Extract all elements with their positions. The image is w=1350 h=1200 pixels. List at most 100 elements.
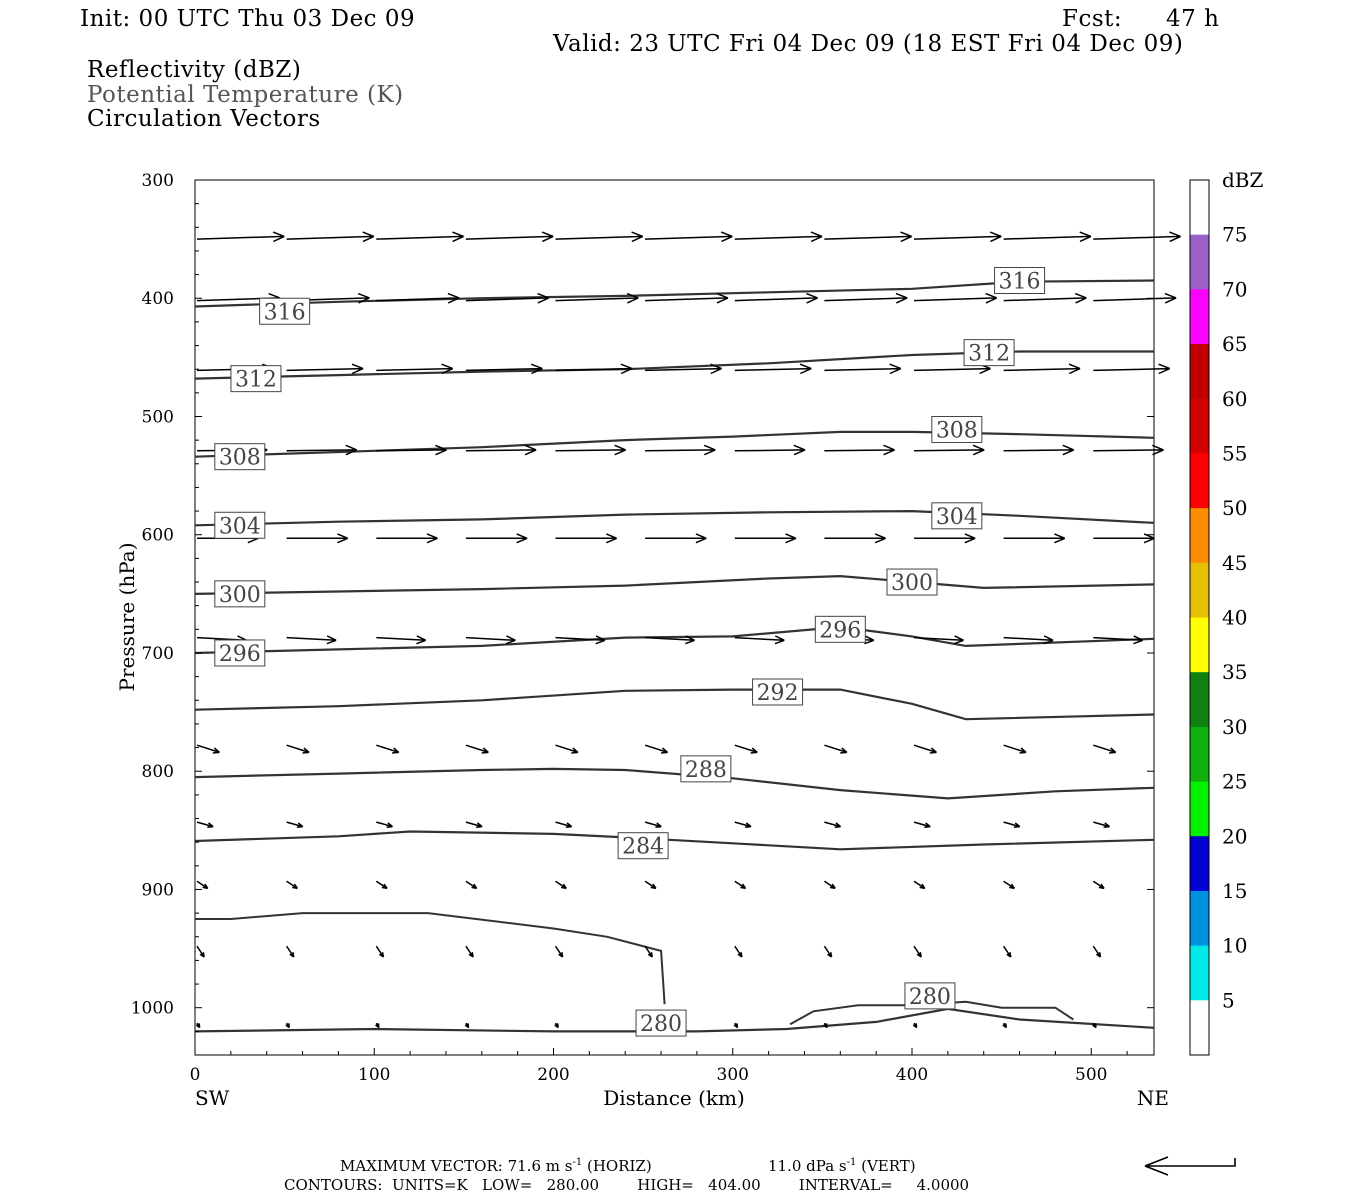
vector-arrow xyxy=(196,821,214,829)
vector-arrow xyxy=(824,744,848,754)
colorbar-band xyxy=(1190,234,1209,290)
vector-arrow xyxy=(914,533,976,544)
forecast-hour: 47 h xyxy=(1166,6,1219,32)
colorbar-label: 45 xyxy=(1222,551,1247,575)
contour-label-text: 288 xyxy=(685,758,727,783)
vector-arrow xyxy=(645,231,733,243)
vector-arrow xyxy=(555,635,606,645)
vector-arrow xyxy=(555,292,639,304)
vector-arrow xyxy=(645,533,707,544)
colorbar-band xyxy=(1190,781,1209,837)
vector-arrow xyxy=(1003,231,1092,243)
vector-arrow xyxy=(554,945,564,958)
colorbar-band xyxy=(1190,344,1209,400)
vector-arrow xyxy=(555,444,626,456)
contour-label-288: 288 xyxy=(680,755,732,783)
colorbar-label: 40 xyxy=(1222,606,1247,630)
vector-arrow xyxy=(1003,363,1081,375)
colorbar-label: 70 xyxy=(1222,277,1247,301)
vector-arrow xyxy=(286,231,375,243)
vector-arrow xyxy=(734,635,785,645)
vector-arrow xyxy=(1092,880,1105,890)
colorbar-band xyxy=(1190,508,1209,564)
x-tick-label: 400 xyxy=(896,1065,928,1085)
forecast-label: Fcst: xyxy=(1062,6,1122,32)
contour-label-296: 296 xyxy=(814,615,866,643)
contour-lines xyxy=(194,279,1155,1033)
vector-arrow xyxy=(465,880,478,890)
vector-arrow xyxy=(555,533,617,544)
vector-arrow xyxy=(376,231,464,243)
init-time: Init: 00 UTC Thu 03 Dec 09 xyxy=(80,6,415,32)
vector-arrow xyxy=(464,1022,470,1029)
vector-arrow xyxy=(734,945,743,958)
contour-label-text: 280 xyxy=(640,1012,682,1037)
contour-label-text: 308 xyxy=(936,418,978,443)
contour-label-308: 308 xyxy=(931,415,983,443)
vector-arrow xyxy=(1003,744,1027,754)
vector-arrow xyxy=(1093,444,1164,456)
vector-arrow xyxy=(913,945,922,958)
vector-arrow xyxy=(823,880,836,890)
colorbar-label: 20 xyxy=(1222,824,1247,848)
contour-280 xyxy=(194,1007,1155,1033)
footer: MAXIMUM VECTOR: 71.6 m s-1 (HORIZ) 11.0 … xyxy=(284,1156,1236,1194)
vector-arrow xyxy=(734,533,797,544)
vector-arrow xyxy=(1003,292,1087,304)
vector-arrow xyxy=(555,821,573,829)
x-tick-label: 0 xyxy=(190,1065,201,1085)
plot-frame xyxy=(194,179,1155,1056)
vector-arrow xyxy=(555,744,579,754)
colorbar-label: 25 xyxy=(1222,770,1247,794)
colorbar-band xyxy=(1190,1000,1209,1056)
colorbar-band xyxy=(1190,836,1209,892)
vector-arrow xyxy=(734,292,818,304)
sw-label: SW xyxy=(195,1086,230,1110)
vector-arrow xyxy=(1092,945,1102,958)
y-tick-label: 400 xyxy=(142,289,174,309)
vector-arrow xyxy=(734,444,806,456)
vector-arrow xyxy=(196,744,220,754)
colorbar-label: 50 xyxy=(1222,496,1247,520)
contour-label-280: 280 xyxy=(904,982,956,1010)
colorbar-label: 60 xyxy=(1222,387,1247,411)
contour-label-text: 304 xyxy=(219,514,261,539)
contour-296 xyxy=(194,625,1155,655)
vector-arrow xyxy=(1003,635,1054,645)
colorbar-label: 75 xyxy=(1222,223,1247,247)
dbz-colorbar: 75 70 65 60 55 50 45 40 35 30 25 20 15 10 5 xyxy=(1189,179,1247,1056)
vector-arrow xyxy=(465,444,537,456)
vector-arrow xyxy=(376,444,447,456)
x-tick-label: 300 xyxy=(717,1065,749,1085)
y-axis-label: Pressure (hPa) xyxy=(115,543,139,692)
vector-arrow xyxy=(376,744,400,754)
colorbar-frame xyxy=(1189,179,1210,1056)
vector-arrow xyxy=(375,1022,380,1029)
contour-308 xyxy=(194,430,1155,458)
colorbar-label: 65 xyxy=(1222,332,1247,356)
vector-arrow xyxy=(196,945,205,958)
y-tick-label: 900 xyxy=(142,880,174,900)
header: Init: 00 UTC Thu 03 Dec 09 Fcst: 47 h Va… xyxy=(80,6,1219,132)
vector-arrow xyxy=(1093,231,1181,243)
contour-unlabelled xyxy=(195,912,666,1005)
vector-arrow xyxy=(644,945,654,958)
vector-arrow xyxy=(734,744,758,754)
vector-arrow xyxy=(823,1022,828,1029)
vector-arrow xyxy=(465,945,474,958)
contour-284 xyxy=(194,830,1155,851)
colorbar-title: dBZ xyxy=(1222,168,1264,192)
vector-arrow xyxy=(376,635,427,645)
vector-arrow xyxy=(285,945,295,958)
contour-label-text: 316 xyxy=(264,300,306,325)
reference-vector-arrow xyxy=(1144,1156,1236,1176)
colorbar-band xyxy=(1190,398,1209,454)
vector-arrow xyxy=(1093,635,1144,645)
contour-label-text: 284 xyxy=(622,835,664,860)
valid-time: Valid: 23 UTC Fri 04 Dec 09 (18 EST Fri … xyxy=(552,31,1183,57)
vector-arrow xyxy=(286,444,358,456)
vector-arrow xyxy=(465,744,489,754)
y-axis-ticks: 300 400 500 600 700 800 900 1000 xyxy=(131,171,1154,1032)
contour-label-312: 312 xyxy=(230,365,282,393)
